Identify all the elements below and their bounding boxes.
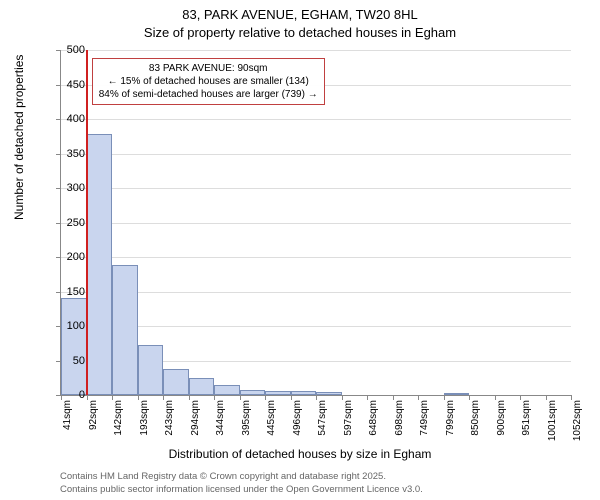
ytick-label: 450: [55, 79, 85, 91]
gridline: [61, 292, 571, 293]
bar: [61, 298, 87, 395]
gridline: [61, 119, 571, 120]
title-line-2: Size of property relative to detached ho…: [144, 25, 456, 40]
annotation-line-1: 83 PARK AVENUE: 90sqm: [149, 63, 268, 74]
xtick-label: 648sqm: [368, 400, 379, 450]
annotation-box: 83 PARK AVENUE: 90sqm ← 15% of detached h…: [92, 58, 325, 105]
bar: [189, 378, 215, 395]
chart-title: 83, PARK AVENUE, EGHAM, TW20 8HL Size of…: [0, 0, 600, 41]
bar: [291, 391, 317, 395]
bar: [316, 392, 342, 395]
bar: [138, 345, 164, 395]
footer-line-1: Contains HM Land Registry data © Crown c…: [60, 471, 386, 482]
y-axis-label: Number of detached properties: [12, 55, 26, 220]
gridline: [61, 188, 571, 189]
xtick-label: 41sqm: [62, 400, 73, 450]
footer-line-2: Contains public sector information licen…: [60, 484, 423, 495]
ytick-label: 250: [55, 217, 85, 229]
xtick-label: 294sqm: [190, 400, 201, 450]
xtick-label: 395sqm: [241, 400, 252, 450]
bar: [444, 393, 470, 395]
title-line-1: 83, PARK AVENUE, EGHAM, TW20 8HL: [182, 7, 418, 22]
xtick-label: 597sqm: [343, 400, 354, 450]
xtick-label: 951sqm: [521, 400, 532, 450]
plot-area: 83 PARK AVENUE: 90sqm ← 15% of detached h…: [60, 50, 571, 396]
reference-line: [86, 50, 88, 395]
gridline: [61, 326, 571, 327]
annotation-line-3: 84% of semi-detached houses are larger (…: [99, 89, 318, 100]
xtick-label: 243sqm: [164, 400, 175, 450]
xtick-label: 92sqm: [88, 400, 99, 450]
annotation-line-2: ← 15% of detached houses are smaller (13…: [108, 76, 309, 87]
xtick-label: 900sqm: [496, 400, 507, 450]
ytick-label: 150: [55, 286, 85, 298]
gridline: [61, 50, 571, 51]
xtick-label: 799sqm: [445, 400, 456, 450]
xtick-label: 850sqm: [470, 400, 481, 450]
xtick-label: 547sqm: [317, 400, 328, 450]
bar: [214, 385, 240, 395]
gridline: [61, 257, 571, 258]
chart-container: 83, PARK AVENUE, EGHAM, TW20 8HL Size of…: [0, 0, 600, 500]
gridline: [61, 223, 571, 224]
ytick-label: 100: [55, 320, 85, 332]
ytick-label: 400: [55, 113, 85, 125]
ytick-label: 50: [55, 355, 85, 367]
bar: [87, 134, 113, 395]
bar: [265, 391, 291, 395]
xtick-label: 1052sqm: [572, 400, 583, 450]
attribution-footer: Contains HM Land Registry data © Crown c…: [60, 471, 423, 496]
xtick-label: 496sqm: [292, 400, 303, 450]
bar: [240, 390, 266, 395]
ytick-label: 500: [55, 44, 85, 56]
xtick-label: 445sqm: [266, 400, 277, 450]
ytick-label: 350: [55, 148, 85, 160]
xtick-label: 749sqm: [419, 400, 430, 450]
gridline: [61, 154, 571, 155]
xtick-label: 344sqm: [215, 400, 226, 450]
xtick-label: 193sqm: [139, 400, 150, 450]
bar: [163, 369, 189, 395]
xtick-label: 698sqm: [394, 400, 405, 450]
xtick-label: 142sqm: [113, 400, 124, 450]
xtick-label: 1001sqm: [547, 400, 558, 450]
ytick-label: 300: [55, 182, 85, 194]
bar: [112, 265, 138, 395]
ytick-label: 200: [55, 251, 85, 263]
